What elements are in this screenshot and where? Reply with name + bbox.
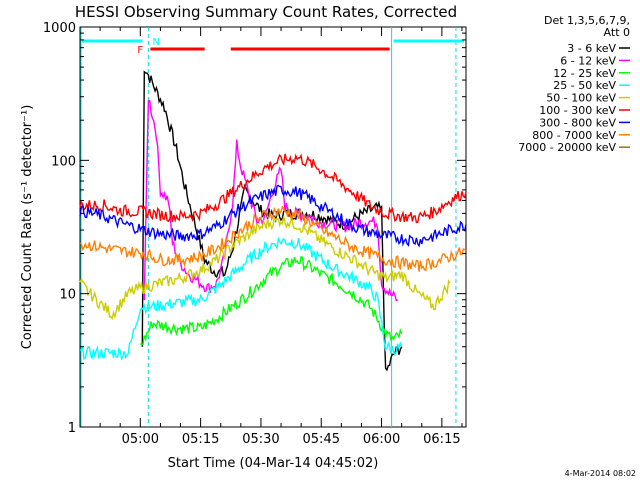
legend-label-7: 800 - 7000 keV (532, 129, 616, 142)
legend-label-4: 50 - 100 keV (546, 92, 616, 105)
y-tick-label-2: 100 (51, 154, 76, 169)
flag-bars: NF (82, 37, 464, 56)
x-tick-label-2: 05:30 (242, 432, 279, 447)
legend-label-2: 12 - 25 keV (553, 67, 616, 80)
series-line-1 (143, 99, 398, 302)
footer-date: 4-Mar-2014 08:02 (565, 469, 636, 478)
flag-label-f: F (137, 45, 143, 56)
x-tick-label-1: 05:15 (182, 432, 219, 447)
legend-header-line-1: Det 1,3,5,6,7,9, (544, 14, 630, 27)
legend-label-3: 25 - 50 keV (553, 79, 616, 92)
x-tick-label-4: 06:00 (363, 432, 400, 447)
time-markers (80, 27, 457, 427)
x-tick-label-5: 06:15 (423, 432, 460, 447)
series-line-0 (141, 70, 403, 372)
legend-header-line-2: Att 0 (604, 26, 630, 39)
x-tick-label-0: 05:00 (122, 432, 159, 447)
series-line-6 (79, 184, 467, 248)
y-tick-label-0: 1 (68, 421, 76, 436)
series-line-4 (79, 215, 451, 321)
y-axis-label: Corrected Count Rate (s⁻¹ detector⁻¹) (20, 105, 35, 350)
series-layer (79, 70, 467, 372)
series-line-5 (79, 153, 467, 224)
legend-label-5: 100 - 300 keV (539, 104, 616, 117)
x-tick-label-3: 05:45 (303, 432, 340, 447)
legend-label-8: 7000 - 20000 keV (518, 141, 616, 154)
series-line-2 (139, 255, 403, 346)
y-tick-label-3: 1000 (43, 21, 76, 36)
legend-label-6: 300 - 800 keV (539, 116, 616, 129)
flag-label-n: N (152, 37, 159, 48)
y-axis: 1 10 100 1000 (43, 21, 466, 436)
x-axis-label: Start Time (04-Mar-14 04:45:02) (168, 456, 379, 471)
x-axis: 05:00 05:15 05:30 05:45 06:00 06:15 (79, 27, 463, 447)
legend-label-1: 6 - 12 keV (560, 54, 616, 67)
y-tick-label-1: 10 (59, 288, 76, 303)
chart-title: HESSI Observing Summary Count Rates, Cor… (75, 3, 457, 21)
series-line-3 (79, 236, 403, 361)
series-line-7 (79, 205, 467, 272)
legend-label-0: 3 - 6 keV (567, 42, 616, 55)
